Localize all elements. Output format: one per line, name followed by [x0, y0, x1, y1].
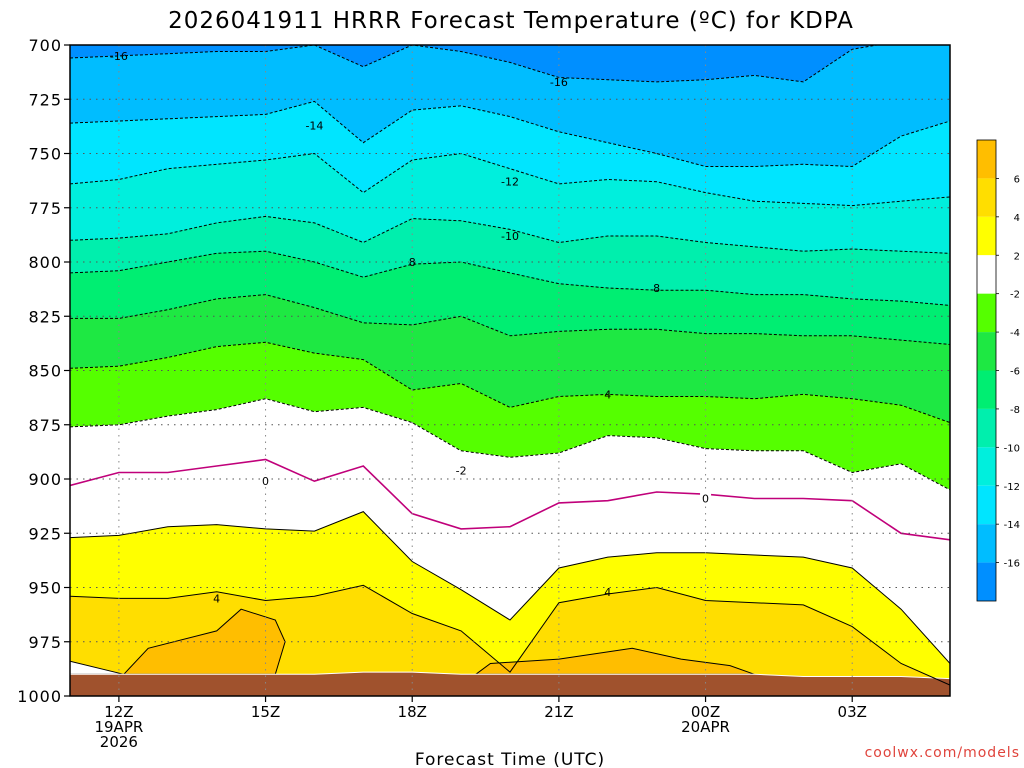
- x-tick-label: 21Z: [544, 703, 573, 721]
- contour-label: 0: [262, 475, 269, 488]
- x-axis-label: Forecast Time (UTC): [415, 750, 605, 768]
- isotherm-4: [70, 584, 950, 686]
- colorbar-label: -16: [1004, 559, 1020, 570]
- y-tick-label: 850: [28, 362, 62, 381]
- y-tick-label: 700: [28, 36, 62, 55]
- plot-content: -16 -16 -14 -12 -10 8 8 4 -2 0 0 4 4: [70, 45, 950, 696]
- credit-text: coolwx.com/models: [865, 745, 1020, 761]
- colorbar-swatch: [977, 485, 996, 525]
- contour-label: -16: [110, 50, 128, 63]
- x-tick-label: 12Z: [104, 703, 133, 721]
- colorbar-swatch: [977, 332, 996, 371]
- colorbar-label: 6: [1014, 174, 1020, 185]
- contour-label: -12: [501, 176, 519, 189]
- colorbar-label: 4: [1014, 213, 1020, 224]
- contour-label: 8: [653, 282, 660, 295]
- colorbar-label: -8: [1010, 405, 1020, 416]
- colorbar-swatch: [977, 370, 996, 409]
- y-tick-label: 900: [28, 470, 62, 489]
- contour-label: -16: [550, 76, 568, 89]
- x-tick-label: 00Z: [691, 703, 720, 721]
- y-tick-label: 775: [28, 199, 62, 218]
- isotherm-m2: [70, 398, 950, 491]
- x-tick-label: 2026: [100, 733, 138, 751]
- colorbar-swatch: [977, 255, 996, 294]
- colorbar-swatch: [977, 408, 996, 448]
- contour-label: -10: [501, 230, 519, 243]
- isotherm-m8: [70, 250, 950, 306]
- colorbar-swatch: [977, 562, 996, 601]
- isotherm-m4: [70, 341, 950, 424]
- contour-label: 4: [213, 592, 220, 605]
- colorbar-swatch: [977, 178, 996, 217]
- contour-label: 4: [604, 586, 611, 599]
- y-tick-label: 1000: [17, 687, 62, 706]
- colorbar-swatch: [977, 293, 996, 333]
- colorbar-label: -12: [1004, 482, 1020, 493]
- isotherm-0: [70, 458, 950, 541]
- isotherm-2: [70, 511, 950, 664]
- contour-label: 4: [604, 388, 611, 401]
- colorbar: 6 4 2 -2 -4 -6 -8 -10 -12 -14 -16: [976, 139, 1020, 602]
- isotherm-m14: [70, 100, 950, 168]
- isotherm-m16: [70, 45, 880, 83]
- colorbar-label: -14: [1004, 520, 1020, 531]
- colorbar-label: -2: [1010, 290, 1020, 301]
- contour-label: -2: [456, 464, 467, 477]
- x-tick-label: 15Z: [251, 703, 280, 721]
- warm-core-contour-1: [122, 608, 286, 675]
- ground-surface: [70, 671, 950, 696]
- contour-label: 8: [409, 256, 416, 269]
- y-tick-label: 975: [28, 633, 62, 652]
- x-tick-label: 03Z: [838, 703, 867, 721]
- y-tick-label: 950: [28, 579, 62, 598]
- contour-label-bg: [700, 491, 712, 505]
- isotherm-m10: [70, 215, 950, 254]
- y-tick-label: 800: [28, 253, 62, 272]
- colorbar-swatch: [977, 140, 996, 179]
- x-tick-label: 18Z: [398, 703, 427, 721]
- colorbar-swatch: [977, 447, 996, 486]
- contour-label: 0: [702, 493, 709, 506]
- colorbar-swatch: [977, 524, 996, 563]
- colorbar-label: -10: [1004, 443, 1020, 454]
- x-tick-label: 19APR: [94, 718, 143, 736]
- y-tick-label: 825: [28, 307, 62, 326]
- isotherm-m6: [70, 294, 950, 345]
- colorbar-label: -4: [1010, 328, 1020, 339]
- x-tick-label: 20APR: [681, 718, 730, 736]
- y-tick-label: 725: [28, 90, 62, 109]
- isotherm-m12: [70, 152, 950, 207]
- y-tick-label: 750: [28, 145, 62, 164]
- contour-label-bg: [260, 474, 272, 488]
- y-tick-label: 925: [28, 524, 62, 543]
- y-axis: 700 725 750 775 800 825 850 875 900 925 950 975 1000: [17, 36, 70, 706]
- y-tick-label: 875: [28, 416, 62, 435]
- contour-label: -14: [305, 119, 323, 132]
- chart-title: 2026041911 HRRR Forecast Temperature (ºC…: [168, 8, 854, 34]
- colorbar-label: 2: [1014, 251, 1020, 262]
- plot-area: -16 -16 -14 -12 -10 8 8 4 -2 0 0 4 4: [69, 44, 951, 697]
- warm-core-contour-2: [474, 647, 755, 675]
- colorbar-label: -6: [1010, 367, 1020, 378]
- colorbar-swatch: [977, 216, 996, 256]
